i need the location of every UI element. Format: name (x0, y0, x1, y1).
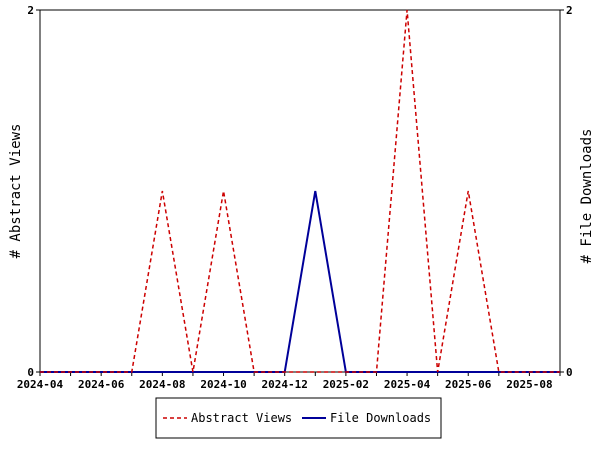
series-layer (39, 9, 561, 373)
x-tick-label-2024-10: 2024-10 (200, 378, 246, 391)
y-axis-left: 02 (27, 4, 40, 379)
x-tick-label-2024-06: 2024-06 (78, 378, 125, 391)
y-left-tick-label-0: 0 (27, 366, 34, 379)
series-line-abstract-views (40, 9, 560, 373)
y-left-tick-label-2: 2 (27, 4, 34, 17)
x-tick-label-2025-06: 2025-06 (445, 378, 492, 391)
legend-label-abstract-views: Abstract Views (191, 411, 292, 425)
legend-label-file-downloads: File Downloads (330, 411, 431, 425)
x-tick-label-2024-12: 2024-12 (262, 378, 308, 391)
y-axis-right: 02 (560, 4, 573, 379)
y-right-tick-label-0: 0 (566, 366, 573, 379)
x-tick-label-2025-08: 2025-08 (506, 378, 552, 391)
y-axis-left-title: # Abstract Views (8, 124, 24, 259)
x-tick-label-2024-08: 2024-08 (139, 378, 185, 391)
legend: Abstract Views File Downloads (155, 397, 442, 439)
x-tick-label-2024-04: 2024-04 (17, 378, 64, 391)
y-axis-right-title: # File Downloads (579, 129, 595, 264)
x-tick-label-2025-04: 2025-04 (384, 378, 431, 391)
x-tick-label-2025-02: 2025-02 (323, 378, 369, 391)
legend-box (155, 397, 442, 439)
y-right-tick-label-2: 2 (566, 4, 573, 17)
x-axis: 2024-04 2024-06 2024-08 2024-10 2024-12 2025-… (17, 372, 561, 391)
